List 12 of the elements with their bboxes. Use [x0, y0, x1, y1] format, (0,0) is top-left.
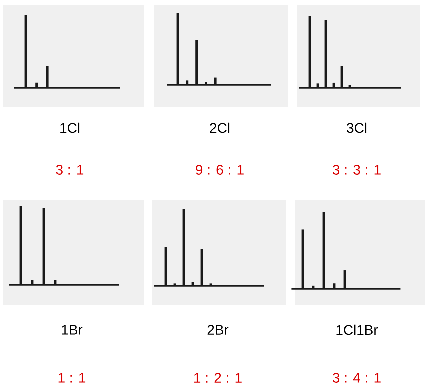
- text: 1 : 1: [58, 373, 86, 383]
- x-axis-title: 1Br: [62, 325, 83, 335]
- text: 3 : 1: [56, 165, 84, 175]
- x-axis-title: 2Br: [208, 325, 229, 335]
- text: 3 : 3 : 1: [332, 165, 381, 175]
- x-axis-title: 3Cl: [347, 122, 367, 134]
- x-axis-title: 1Cl: [60, 122, 80, 134]
- x-axis-title: 2Cl: [210, 122, 230, 134]
- text: 9 : 6 : 1: [196, 165, 244, 175]
- text: 1 : 2 : 1: [194, 373, 242, 383]
- text: 3 : 4 : 1: [332, 373, 381, 383]
- x-axis-title: 1Cl1Br: [336, 324, 378, 336]
